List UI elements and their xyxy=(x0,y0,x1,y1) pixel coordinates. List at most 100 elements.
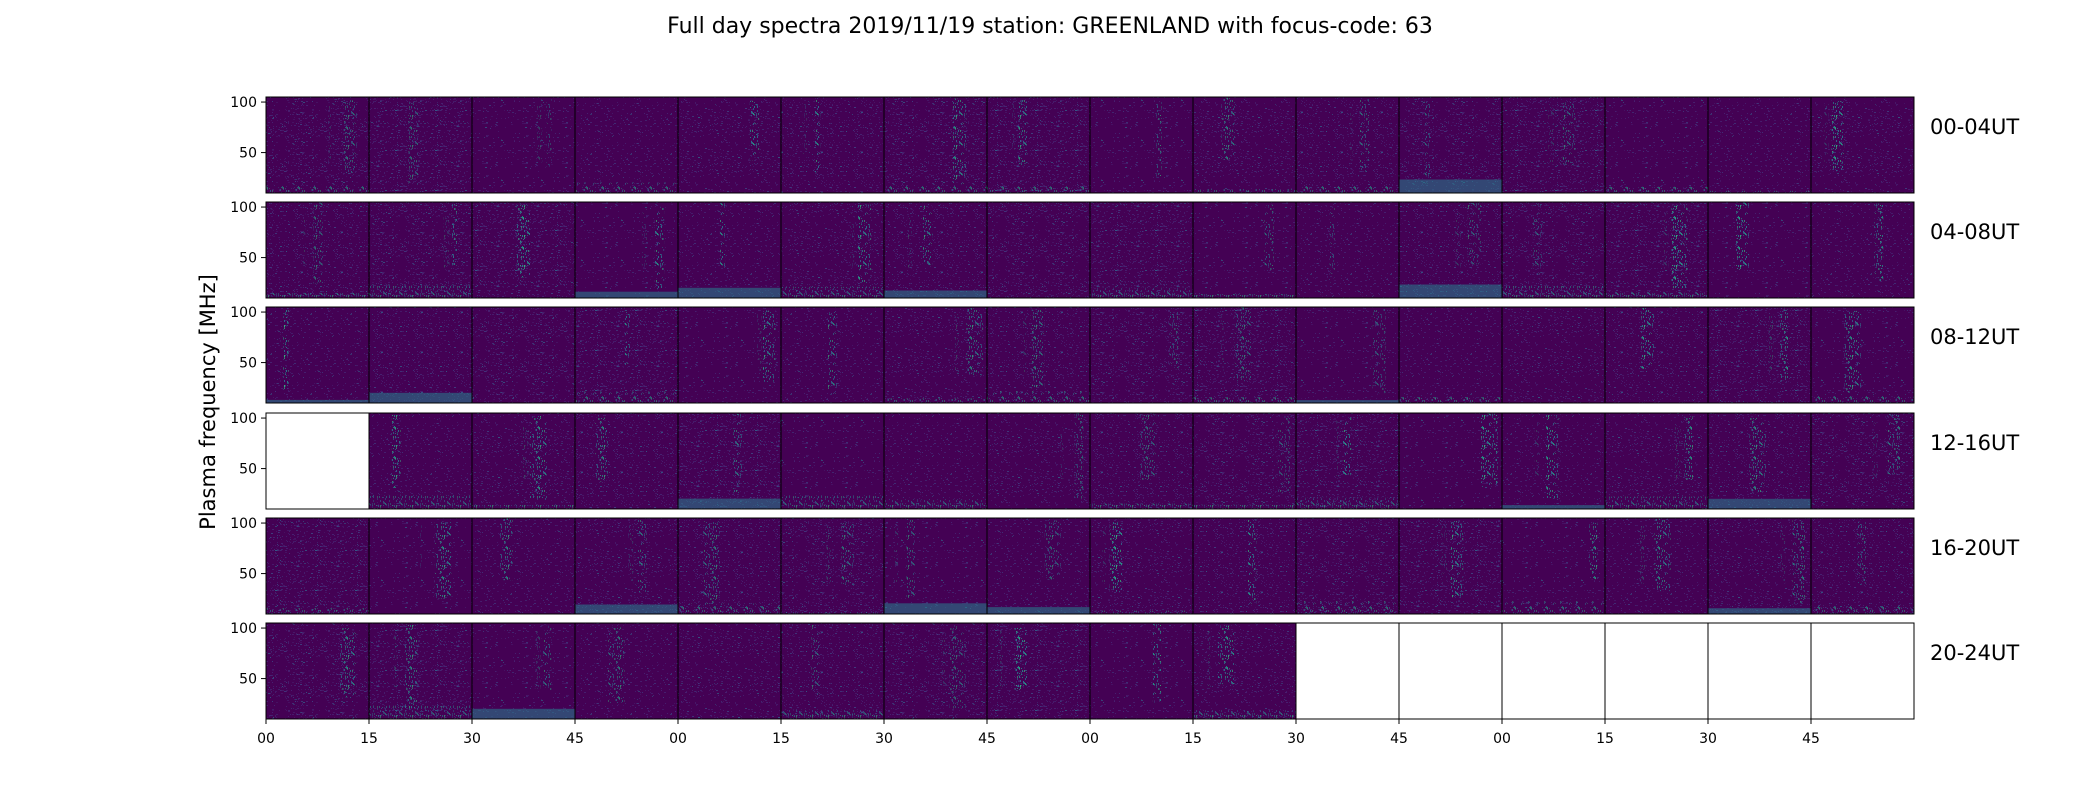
spectrum-panel xyxy=(265,96,370,194)
low-frequency-band xyxy=(781,611,884,614)
y-tick-label: 50 xyxy=(239,462,257,478)
echo-streak-faint xyxy=(1102,525,1106,584)
echo-streak-faint xyxy=(1336,420,1339,479)
echo-streak xyxy=(1139,414,1157,481)
row-label: 16-20UT xyxy=(1930,536,2019,560)
row-label: 20-24UT xyxy=(1930,641,2019,665)
panel-noise xyxy=(1708,97,1811,193)
echo-streak-faint xyxy=(894,525,899,584)
spectrum-panel xyxy=(1604,201,1709,299)
spectrum-panel xyxy=(368,622,473,720)
spectrum-panel xyxy=(1604,96,1709,194)
low-frequency-band xyxy=(1605,291,1708,298)
low-frequency-band xyxy=(987,186,1090,193)
low-frequency-band xyxy=(575,182,678,193)
echo-streak xyxy=(1218,625,1235,685)
low-frequency-band xyxy=(1399,397,1502,403)
low-frequency-band xyxy=(1708,190,1811,193)
spectrum-panel xyxy=(1810,201,1915,299)
echo-streak-faint xyxy=(1455,209,1461,268)
echo-streak-faint xyxy=(1207,630,1211,689)
echo-streak xyxy=(339,628,357,698)
spectrum-panel xyxy=(1089,306,1194,404)
echo-streak xyxy=(1749,417,1766,493)
spectrum-panel xyxy=(780,306,885,404)
panel-noise xyxy=(575,413,678,509)
echo-streak xyxy=(313,202,323,284)
spectrum-panel xyxy=(1089,412,1194,510)
echo-streak xyxy=(1736,202,1750,270)
low-frequency-band xyxy=(369,494,472,509)
spectrum-panel xyxy=(677,622,782,720)
spectrum-panel xyxy=(1295,412,1400,510)
spectrum-panel xyxy=(368,306,473,404)
echo-streak xyxy=(814,97,821,173)
spectrum-panel xyxy=(265,412,370,510)
spectrum-panel xyxy=(1604,622,1709,720)
echo-streak xyxy=(529,416,547,500)
panel-noise xyxy=(1399,518,1502,614)
empty-panel xyxy=(1296,623,1399,719)
low-frequency-band xyxy=(266,292,369,298)
low-frequency-band xyxy=(1811,604,1914,614)
spectrum-panel xyxy=(1604,517,1709,615)
low-frequency-band xyxy=(266,608,369,614)
echo-streak xyxy=(408,101,418,185)
spectrum-panel xyxy=(1192,517,1297,615)
low-frequency-band xyxy=(1193,189,1296,193)
spectrum-panel xyxy=(1707,96,1812,194)
spectrum-panel xyxy=(883,517,988,615)
spectrum-panel xyxy=(986,412,1091,510)
x-tick-label: 45 xyxy=(566,731,584,747)
low-frequency-band xyxy=(266,184,369,193)
echo-streak-faint xyxy=(303,209,306,268)
echo-streak xyxy=(391,414,401,488)
spectrum-panel xyxy=(780,96,885,194)
echo-streak xyxy=(595,417,608,482)
panel-noise xyxy=(987,97,1090,193)
echo-streak xyxy=(1844,310,1862,393)
panel-noise xyxy=(884,413,987,509)
echo-streak xyxy=(1424,100,1430,184)
y-axis-ticks: 50 100 xyxy=(230,516,266,583)
echo-streak xyxy=(1641,308,1654,369)
spectrum-panel xyxy=(1398,517,1503,615)
echo-streak-faint xyxy=(328,104,331,163)
echo-streak-faint xyxy=(1639,525,1645,584)
spectrum-panel xyxy=(574,306,679,404)
echo-streak xyxy=(1152,624,1162,703)
low-frequency-band xyxy=(884,185,987,193)
echo-streak xyxy=(1329,206,1335,283)
low-frequency-band xyxy=(1399,284,1502,298)
x-tick-label: 45 xyxy=(1390,731,1408,747)
x-tick-label: 45 xyxy=(1802,731,1820,747)
panel-frame xyxy=(1810,622,1915,720)
spectrum-panel xyxy=(883,306,988,404)
panel-noise xyxy=(1708,307,1811,403)
spectrum-panel xyxy=(1707,622,1812,720)
y-tick-label: 100 xyxy=(230,621,257,637)
panel-noise xyxy=(1090,623,1193,719)
echo-streak xyxy=(1589,522,1598,580)
spectrum-panel xyxy=(1192,201,1297,299)
echo-streak xyxy=(1654,518,1671,592)
echo-streak xyxy=(1532,204,1542,277)
panel-noise xyxy=(1296,518,1399,614)
echo-streak xyxy=(451,204,457,266)
low-frequency-band xyxy=(1193,397,1296,403)
echo-streak-faint xyxy=(757,314,762,373)
low-frequency-band xyxy=(1090,287,1193,298)
spectrum-panel xyxy=(986,201,1091,299)
panel-noise xyxy=(1811,202,1914,298)
low-frequency-band xyxy=(1296,497,1399,509)
x-tick-label: 45 xyxy=(978,731,996,747)
spectrum-panel xyxy=(471,96,576,194)
spectrum-panel xyxy=(368,96,473,194)
panel-noise xyxy=(781,518,884,614)
low-frequency-band xyxy=(575,604,678,614)
x-tick-label: 15 xyxy=(360,731,378,747)
panel-noise xyxy=(1090,518,1193,614)
panel-noise xyxy=(678,518,781,614)
echo-streak xyxy=(719,203,726,272)
